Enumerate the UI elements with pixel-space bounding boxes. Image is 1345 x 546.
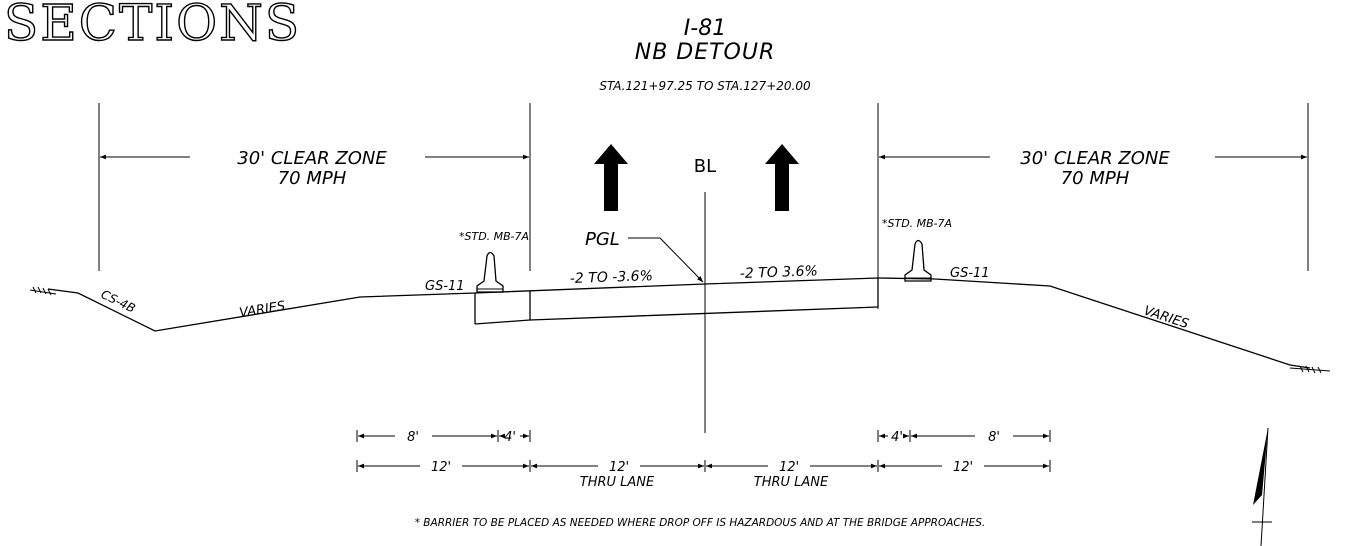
travel-direction-arrow-right bbox=[765, 144, 799, 211]
guardrail-right-label: GS-11 bbox=[950, 266, 990, 281]
route-title: I-81 bbox=[684, 16, 726, 41]
svg-text:BL: BL bbox=[694, 156, 716, 177]
barrier-left bbox=[476, 251, 504, 293]
varies-left-label: VARIES bbox=[238, 299, 286, 321]
clear-zone-right-label: 30' CLEAR ZONE bbox=[1020, 148, 1170, 169]
ground-hatch-left bbox=[29, 286, 57, 296]
dimension-lower-shoulder-right: 12' bbox=[953, 460, 973, 475]
cross-slope-right-label: -2 TO 3.6% bbox=[740, 263, 819, 282]
detour-title: NB DETOUR bbox=[635, 40, 776, 65]
barrier-left-label: *STD. MB-7A bbox=[459, 230, 529, 243]
dimension-lower-lane-right-sub: THRU LANE bbox=[754, 475, 829, 490]
dimension-lower-shoulder-left: 12' bbox=[431, 460, 451, 475]
dimension-lower-lane-left: 12' bbox=[609, 460, 629, 475]
varies-right-label: VARIES bbox=[1142, 304, 1191, 333]
dimension-lower-lane-right: 12' bbox=[779, 460, 799, 475]
barrier-right bbox=[904, 239, 932, 282]
dimension-upper-right-4ft: 4' bbox=[891, 430, 903, 445]
sections-heading: SECTIONS bbox=[4, 0, 301, 52]
baseline-symbol: BL bbox=[694, 156, 716, 177]
dimension-lower-lane-left-sub: THRU LANE bbox=[580, 475, 655, 490]
dimension-upper-left bbox=[356, 430, 531, 442]
dimension-upper-right bbox=[877, 430, 1051, 442]
cross-slope-left-label: -2 TO -3.6% bbox=[570, 268, 654, 287]
ground-hatch-right bbox=[1289, 365, 1331, 374]
footnote: * BARRIER TO BE PLACED AS NEEDED WHERE D… bbox=[415, 517, 986, 529]
clear-zone-left-speed: 70 MPH bbox=[278, 168, 347, 189]
pgl-label: PGL bbox=[585, 229, 620, 250]
dimension-upper-left-8ft: 8' bbox=[407, 430, 419, 445]
clear-zone-right-speed: 70 MPH bbox=[1061, 168, 1130, 189]
station-range: STA.121+97.25 TO STA.127+20.00 bbox=[599, 79, 811, 93]
clear-zone-left-label: 30' CLEAR ZONE bbox=[237, 148, 387, 169]
pgl-leader-arrow bbox=[659, 237, 704, 283]
travel-direction-arrow-left bbox=[594, 144, 628, 211]
dimension-upper-right-8ft: 8' bbox=[988, 430, 1000, 445]
dimension-lower bbox=[356, 460, 1051, 472]
guardrail-left-label: GS-11 bbox=[425, 279, 465, 294]
north-arrow-icon bbox=[1252, 427, 1272, 546]
barrier-right-label: *STD. MB-7A bbox=[882, 217, 952, 230]
ditch-label: CS-4B bbox=[99, 287, 138, 316]
dimension-upper-left-4ft: 4' bbox=[504, 430, 516, 445]
ground-line-right bbox=[934, 278, 1311, 369]
ground-line-left bbox=[47, 288, 476, 332]
